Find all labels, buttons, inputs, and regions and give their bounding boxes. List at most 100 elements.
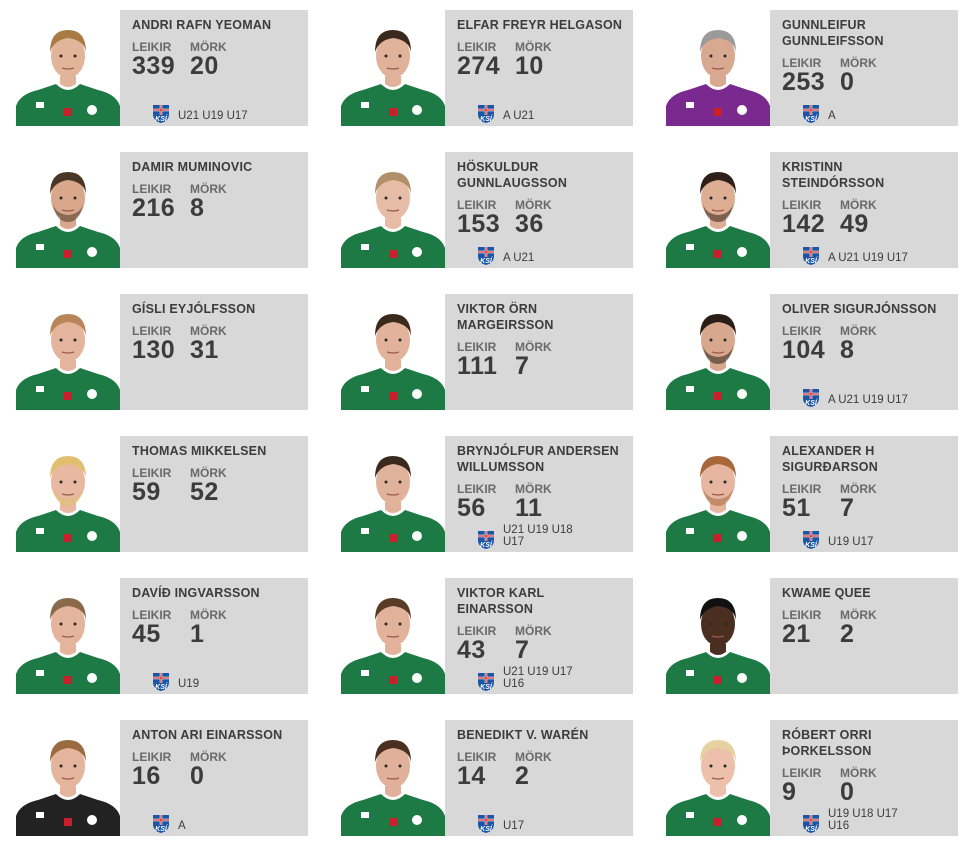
games-label: LEIKIR: [782, 766, 822, 780]
national-teams: A U21: [503, 110, 535, 122]
player-card-8[interactable]: VIKTOR ÖRN MARGEIRSSON LEIKIR 111 MÖRK 7…: [341, 294, 633, 410]
goals-value: 7: [515, 352, 530, 380]
svg-text:KSÍ: KSÍ: [480, 114, 493, 123]
player-name: BENEDIKT V. WARÉN: [457, 728, 589, 742]
player-card-1[interactable]: ANDRI RAFN YEOMAN LEIKIR 339 MÖRK 20 KSÍ: [16, 10, 308, 126]
player-card-16[interactable]: ANTON ARI EINARSSON LEIKIR 16 MÖRK 0 KSÍ: [16, 720, 308, 836]
games-value: 274: [457, 52, 501, 80]
player-name: DAVÍÐ INGVARSSON: [132, 586, 260, 600]
player-info: ELFAR FREYR HELGASON LEIKIR 274 MÖRK 10 …: [445, 10, 633, 126]
goals-stat: MÖRK 8: [840, 325, 888, 363]
games-value: 9: [782, 778, 797, 806]
goals-label: MÖRK: [840, 198, 877, 212]
player-card-15[interactable]: KWAME QUEE LEIKIR 21 MÖRK 2 KSÍ: [666, 578, 958, 694]
player-name: OLIVER SIGURJÓNSSON: [782, 302, 937, 316]
games-value: 59: [132, 478, 161, 506]
national-teams: U19 U18 U17 U16: [828, 808, 898, 832]
player-stats: LEIKIR 130 MÖRK 31: [132, 325, 298, 363]
games-label: LEIKIR: [782, 198, 822, 212]
player-portrait: [666, 740, 770, 836]
games-value: 142: [782, 210, 826, 238]
player-stats: LEIKIR 51 MÖRK 7: [782, 483, 948, 521]
games-stat: LEIKIR 339: [132, 41, 180, 79]
goals-value: 8: [190, 194, 205, 222]
player-card-18[interactable]: RÓBERT ORRI ÞORKELSSON LEIKIR 9 MÖRK 0 K…: [666, 720, 958, 836]
player-stats: LEIKIR 104 MÖRK 8: [782, 325, 948, 363]
national-team-caps: KSÍ U21 U19 U18 U17: [475, 524, 583, 550]
ksi-logo-icon: KSÍ: [478, 247, 494, 265]
games-stat: LEIKIR 43: [457, 625, 505, 663]
player-card-5[interactable]: HÖSKULDUR GUNNLAUGSSON LEIKIR 153 MÖRK 3…: [341, 152, 633, 268]
svg-text:KSÍ: KSÍ: [805, 114, 818, 123]
games-label: LEIKIR: [457, 624, 497, 638]
player-portrait: [666, 314, 770, 410]
player-info: DAVÍÐ INGVARSSON LEIKIR 45 MÖRK 1 KSÍ: [120, 578, 308, 694]
player-info: HÖSKULDUR GUNNLAUGSSON LEIKIR 153 MÖRK 3…: [445, 152, 633, 268]
national-team-caps: KSÍ U21 U19 U17: [150, 102, 248, 124]
player-name: GUNNLEIFUR GUNNLEIFSSON: [782, 18, 884, 48]
national-team-caps: KSÍ A: [150, 812, 186, 834]
player-card-3[interactable]: GUNNLEIFUR GUNNLEIFSSON LEIKIR 253 MÖRK …: [666, 10, 958, 126]
player-info: KWAME QUEE LEIKIR 21 MÖRK 2 KSÍ: [770, 578, 958, 694]
games-value: 43: [457, 636, 486, 664]
games-label: LEIKIR: [132, 608, 172, 622]
svg-text:KSÍ: KSÍ: [805, 256, 818, 265]
player-photo: [341, 578, 445, 694]
player-card-7[interactable]: GÍSLI EYJÓLFSSON LEIKIR 130 MÖRK 31 KSÍ: [16, 294, 308, 410]
games-value: 14: [457, 762, 486, 790]
player-card-11[interactable]: BRYNJÓLFUR ANDERSEN WILLUMSSON LEIKIR 56…: [341, 436, 633, 552]
player-card-4[interactable]: DAMIR MUMINOVIC LEIKIR 216 MÖRK 8 KSÍ: [16, 152, 308, 268]
games-label: LEIKIR: [782, 56, 822, 70]
games-stat: LEIKIR 216: [132, 183, 180, 221]
player-portrait: [341, 456, 445, 552]
ksi-logo-icon: KSÍ: [478, 105, 494, 123]
goals-value: 0: [840, 68, 855, 96]
goals-stat: MÖRK 7: [515, 341, 563, 379]
player-card-14[interactable]: VIKTOR KARL EINARSSON LEIKIR 43 MÖRK 7 K…: [341, 578, 633, 694]
player-card-6[interactable]: KRISTINN STEINDÓRSSON LEIKIR 142 MÖRK 49…: [666, 152, 958, 268]
goals-stat: MÖRK 1: [190, 609, 238, 647]
national-team-caps: KSÍ A U21: [475, 244, 534, 266]
player-card-13[interactable]: DAVÍÐ INGVARSSON LEIKIR 45 MÖRK 1 KSÍ: [16, 578, 308, 694]
player-name: ALEXANDER H SIGURÐARSON: [782, 444, 878, 474]
goals-value: 2: [840, 620, 855, 648]
player-card-2[interactable]: ELFAR FREYR HELGASON LEIKIR 274 MÖRK 10 …: [341, 10, 633, 126]
svg-text:KSÍ: KSÍ: [155, 682, 168, 691]
goals-label: MÖRK: [515, 40, 552, 54]
player-photo: [666, 436, 770, 552]
player-card-10[interactable]: THOMAS MIKKELSEN LEIKIR 59 MÖRK 52 KSÍ: [16, 436, 308, 552]
player-portrait: [16, 30, 120, 126]
goals-label: MÖRK: [840, 482, 877, 496]
goals-label: MÖRK: [515, 340, 552, 354]
player-info: GUNNLEIFUR GUNNLEIFSSON LEIKIR 253 MÖRK …: [770, 10, 958, 126]
goals-label: MÖRK: [840, 608, 877, 622]
goals-label: MÖRK: [190, 182, 227, 196]
player-name: ELFAR FREYR HELGASON: [457, 18, 623, 32]
goals-label: MÖRK: [515, 624, 552, 638]
goals-stat: MÖRK 2: [840, 609, 888, 647]
player-info: VIKTOR ÖRN MARGEIRSSON LEIKIR 111 MÖRK 7…: [445, 294, 633, 410]
player-info: GÍSLI EYJÓLFSSON LEIKIR 130 MÖRK 31 KSÍ: [120, 294, 308, 410]
player-stats: LEIKIR 16 MÖRK 0: [132, 751, 298, 789]
games-stat: LEIKIR 274: [457, 41, 505, 79]
player-card-17[interactable]: BENEDIKT V. WARÉN LEIKIR 14 MÖRK 2 KSÍ: [341, 720, 633, 836]
player-stats: LEIKIR 153 MÖRK 36: [457, 199, 623, 237]
player-photo: [16, 10, 120, 126]
games-stat: LEIKIR 142: [782, 199, 830, 237]
player-card-9[interactable]: OLIVER SIGURJÓNSSON LEIKIR 104 MÖRK 8 KS…: [666, 294, 958, 410]
player-photo: [16, 436, 120, 552]
games-stat: LEIKIR 56: [457, 483, 505, 521]
national-teams: U17: [503, 820, 525, 832]
goals-stat: MÖRK 8: [190, 183, 238, 221]
player-info: KRISTINN STEINDÓRSSON LEIKIR 142 MÖRK 49…: [770, 152, 958, 268]
goals-label: MÖRK: [840, 56, 877, 70]
games-stat: LEIKIR 153: [457, 199, 505, 237]
player-stats: LEIKIR 45 MÖRK 1: [132, 609, 298, 647]
national-team-caps: KSÍ U19 U18 U17 U16: [800, 808, 908, 834]
player-portrait: [666, 456, 770, 552]
national-team-caps: KSÍ U17: [475, 812, 524, 834]
player-card-12[interactable]: ALEXANDER H SIGURÐARSON LEIKIR 51 MÖRK 7…: [666, 436, 958, 552]
national-team-caps: KSÍ U19: [150, 670, 199, 692]
national-teams: U21 U19 U18 U17: [503, 524, 573, 548]
player-name: BRYNJÓLFUR ANDERSEN WILLUMSSON: [457, 444, 619, 474]
